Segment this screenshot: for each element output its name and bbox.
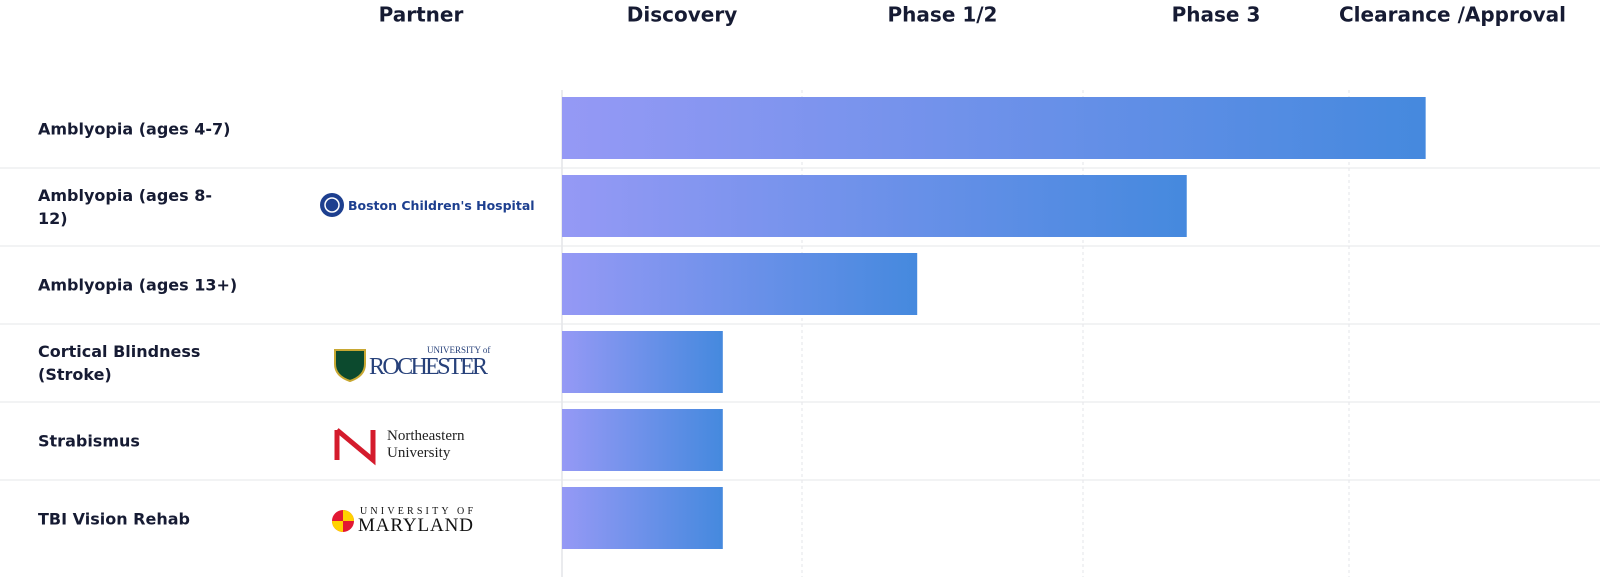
partner-name: UNIVERSITY OF <box>360 506 473 517</box>
partner-name: Boston Children's Hospital <box>348 198 535 213</box>
bar <box>562 409 723 471</box>
bar <box>562 487 723 549</box>
bar <box>562 253 918 315</box>
bar <box>562 331 723 393</box>
row-label: Strabismus <box>38 431 140 451</box>
stage-header: Clearance /Approval <box>1339 3 1566 27</box>
row-label: Amblyopia (ages 13+) <box>38 275 238 295</box>
row-label: Amblyopia (ages 8-12) <box>38 186 212 228</box>
stage-header: Phase 3 <box>1172 3 1261 27</box>
row-label: TBI Vision Rehab <box>38 509 190 529</box>
row-label: Cortical Blindness (Stroke) <box>38 342 201 384</box>
logo-mark <box>334 428 376 466</box>
partner-header: Partner <box>379 3 464 27</box>
bar <box>562 175 1187 237</box>
logo-icon <box>332 510 354 532</box>
stage-header: Phase 1/2 <box>888 3 998 27</box>
logo-icon <box>320 193 344 217</box>
partner-name: University <box>387 445 451 461</box>
logo-icon <box>324 197 340 213</box>
stage-header: Discovery <box>627 3 737 27</box>
partner-name: Northeastern <box>387 428 465 444</box>
partner-logo: Boston Children's Hospital <box>320 193 535 217</box>
row-label: Amblyopia (ages 4-7) <box>38 119 231 139</box>
partner-name: ROCHESTER <box>369 354 488 380</box>
logo-shield <box>334 349 366 383</box>
partner-name: UNIVERSITY of <box>427 345 490 355</box>
partner-name: MARYLAND <box>358 515 473 536</box>
bar <box>562 97 1426 159</box>
